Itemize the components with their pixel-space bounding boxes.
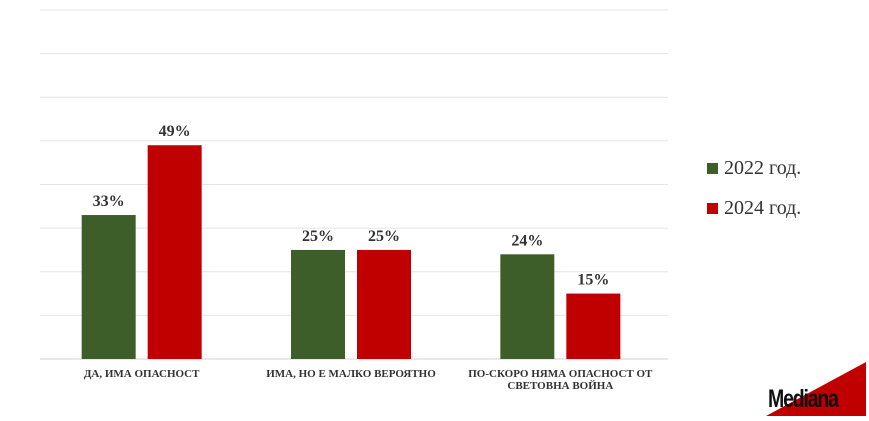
mediana-logo: Mediana [766, 362, 866, 416]
bar-2022-cat-2 [291, 249, 345, 359]
category-label-3: ПО-СКОРО НЯМА ОПАСНОСТ ОТ [468, 368, 653, 380]
logo-triangle [766, 362, 866, 416]
logo-text: Mediana [768, 385, 839, 413]
bar-2024-cat-2 [357, 249, 411, 359]
legend-swatch-2022 [707, 162, 718, 174]
bar-chart: 33% 49% 25% 25% 24% 15% ДА, ИМА ОПАСНОСТ ИМА, … [40, 9, 668, 392]
bar-2024-cat-1 [147, 145, 202, 359]
gridlines [40, 9, 668, 360]
bar-label-2022-cat-2: 25% [302, 228, 334, 245]
category-label-1: ДА, ИМА ОПАСНОСТ [84, 368, 200, 380]
bars [81, 145, 621, 359]
bar-2024-cat-3 [566, 293, 621, 359]
bar-label-2022-cat-1: 33% [93, 193, 125, 210]
legend-swatch-2024 [707, 202, 718, 214]
legend-label-2024: 2024 год. [724, 196, 802, 219]
legend: 2022 год. 2024 год. [707, 148, 801, 228]
category-label-2: ИМА, НО Е МАЛКО ВЕРОЯТНО [266, 368, 436, 380]
legend-item-2024: 2024 год. [707, 188, 801, 228]
legend-item-2022: 2022 год. [707, 148, 801, 188]
bar-label-2022-cat-3: 24% [511, 232, 543, 249]
legend-label-2022: 2022 год. [724, 156, 802, 179]
bar-label-2024-cat-2: 25% [368, 228, 400, 245]
bar-2022-cat-3 [500, 254, 555, 359]
bar-label-2024-cat-1: 49% [159, 123, 191, 140]
bar-value-labels: 33% 49% 25% 25% 24% 15% [93, 123, 610, 288]
bar-label-2024-cat-3: 15% [577, 272, 609, 289]
bar-2022-cat-1 [81, 215, 136, 359]
category-label-3: СВЕТОВНА ВОЙНА [507, 380, 613, 392]
category-labels: ДА, ИМА ОПАСНОСТ ИМА, НО Е МАЛКО ВЕРОЯТНО… [84, 368, 653, 392]
